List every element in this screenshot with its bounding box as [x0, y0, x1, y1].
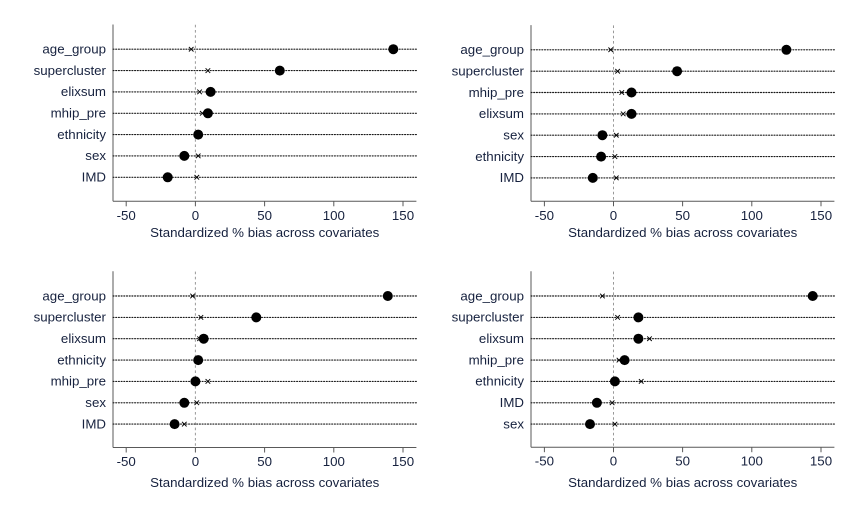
svg-text:sex: sex — [503, 128, 524, 143]
svg-text:150: 150 — [392, 208, 414, 223]
svg-text:-50: -50 — [535, 208, 554, 223]
svg-text:sex: sex — [85, 148, 106, 163]
svg-text:IMD: IMD — [500, 395, 524, 410]
svg-text:age_group: age_group — [42, 288, 106, 303]
svg-text:0: 0 — [192, 208, 199, 223]
svg-text:supercluster: supercluster — [452, 310, 525, 325]
svg-text:0: 0 — [610, 454, 617, 469]
svg-text:elixsum: elixsum — [479, 331, 524, 346]
svg-text:Standardized % bias across cov: Standardized % bias across covariates — [150, 475, 379, 490]
svg-text:IMD: IMD — [500, 170, 524, 185]
svg-text:0: 0 — [192, 454, 199, 469]
svg-text:Standardized % bias across cov: Standardized % bias across covariates — [150, 225, 379, 240]
svg-text:supercluster: supercluster — [34, 63, 107, 78]
svg-text:150: 150 — [810, 208, 832, 223]
svg-text:100: 100 — [741, 208, 763, 223]
svg-text:mhip_pre: mhip_pre — [469, 85, 524, 100]
svg-text:sex: sex — [503, 416, 524, 431]
svg-text:elixsum: elixsum — [61, 331, 106, 346]
svg-text:100: 100 — [323, 454, 345, 469]
svg-text:Standardized % bias across cov: Standardized % bias across covariates — [568, 475, 797, 490]
svg-text:age_group: age_group — [460, 288, 524, 303]
svg-text:supercluster: supercluster — [34, 310, 107, 325]
svg-text:mhip_pre: mhip_pre — [51, 106, 106, 121]
svg-text:elixsum: elixsum — [61, 84, 106, 99]
svg-text:age_group: age_group — [42, 42, 106, 57]
svg-text:50: 50 — [257, 454, 272, 469]
svg-text:mhip_pre: mhip_pre — [51, 374, 106, 389]
svg-text:50: 50 — [675, 454, 690, 469]
svg-text:supercluster: supercluster — [452, 64, 525, 79]
svg-text:mhip_pre: mhip_pre — [469, 352, 524, 367]
svg-text:100: 100 — [741, 454, 763, 469]
svg-text:50: 50 — [257, 208, 272, 223]
svg-text:ethnicity: ethnicity — [475, 374, 524, 389]
svg-text:0: 0 — [610, 208, 617, 223]
svg-text:ethnicity: ethnicity — [475, 149, 524, 164]
svg-text:age_group: age_group — [460, 42, 524, 57]
svg-text:elixsum: elixsum — [479, 106, 524, 121]
svg-text:sex: sex — [85, 395, 106, 410]
svg-text:100: 100 — [323, 208, 345, 223]
svg-text:ethnicity: ethnicity — [57, 352, 106, 367]
svg-text:IMD: IMD — [82, 416, 106, 431]
svg-text:-50: -50 — [535, 454, 554, 469]
svg-text:-50: -50 — [117, 454, 136, 469]
svg-text:Standardized % bias across cov: Standardized % bias across covariates — [568, 225, 797, 240]
svg-text:150: 150 — [392, 454, 414, 469]
svg-text:50: 50 — [675, 208, 690, 223]
svg-text:150: 150 — [810, 454, 832, 469]
svg-text:ethnicity: ethnicity — [57, 127, 106, 142]
svg-text:IMD: IMD — [82, 170, 106, 185]
svg-text:-50: -50 — [117, 208, 136, 223]
